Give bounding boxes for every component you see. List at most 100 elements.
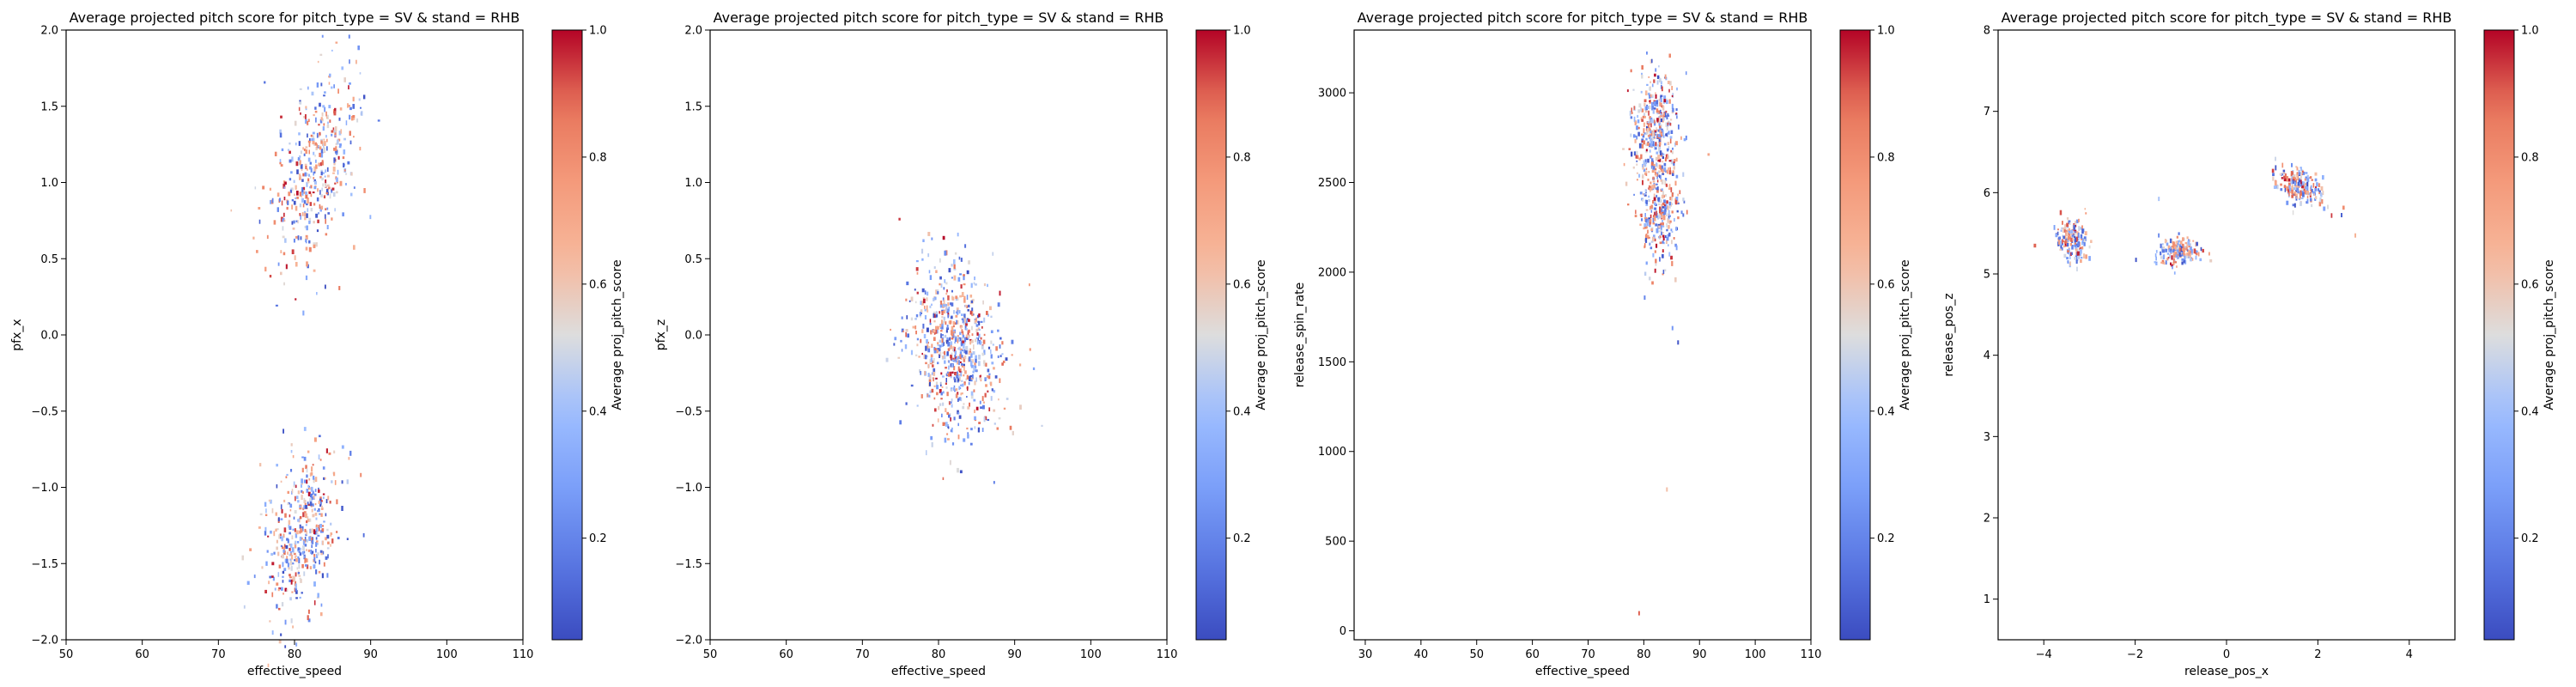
heat-cell	[957, 435, 960, 440]
heat-cell	[1659, 241, 1662, 245]
heat-cell	[2187, 249, 2190, 255]
heat-cell	[2301, 173, 2303, 176]
heat-cell	[326, 174, 330, 178]
heat-cell	[1654, 119, 1656, 124]
heat-cell	[963, 349, 966, 354]
heat-cell	[276, 604, 278, 609]
heat-cell	[2189, 246, 2192, 251]
heat-cell	[954, 252, 957, 255]
heat-cell	[1644, 225, 1647, 229]
heat-cell	[313, 221, 315, 224]
heat-cell	[1001, 362, 1004, 366]
heat-cell	[363, 94, 366, 100]
heat-cell	[939, 324, 942, 328]
heat-cell	[1641, 133, 1643, 136]
heat-cell	[1674, 199, 1678, 205]
heat-cell	[307, 539, 308, 543]
heat-cell	[1648, 195, 1650, 198]
heat-cell	[984, 416, 987, 421]
heat-cell	[1639, 192, 1643, 195]
heat-cell	[1650, 143, 1653, 148]
heat-cell	[1669, 138, 1672, 144]
heat-cell	[978, 329, 981, 331]
heat-cell	[287, 490, 289, 494]
heat-cell	[1654, 201, 1656, 205]
heat-cell	[1656, 210, 1657, 216]
heat-cell	[2295, 166, 2298, 168]
heat-cell	[933, 332, 936, 335]
colorbar	[2483, 29, 2515, 641]
heat-cell	[1643, 140, 1646, 145]
heat-cell	[940, 392, 943, 396]
heat-cell	[305, 165, 307, 170]
heat-cell	[1670, 187, 1673, 192]
heat-cell	[2273, 185, 2276, 189]
heat-cell	[303, 505, 306, 509]
heat-cell	[2166, 252, 2170, 255]
heat-cell	[2294, 191, 2297, 195]
heat-cell	[1647, 158, 1649, 163]
colorbar-tick-label: 0.4	[1877, 405, 1895, 418]
heat-cell	[949, 459, 951, 465]
heat-cell	[2155, 256, 2157, 261]
heat-cell	[307, 491, 311, 496]
heat-cell	[314, 502, 317, 506]
heat-cell	[2190, 243, 2191, 247]
chart-1: Average projected pitch score for pitch_…	[10, 9, 624, 678]
heat-cell	[2171, 246, 2173, 248]
heat-cell	[346, 538, 349, 540]
heat-cell	[2276, 185, 2279, 190]
heat-cell	[1657, 129, 1661, 132]
heat-cell	[1661, 86, 1663, 92]
heat-cell	[2172, 258, 2175, 264]
heat-cell	[313, 172, 314, 176]
heat-cell	[1656, 104, 1659, 107]
heat-cell	[305, 194, 308, 199]
heat-cell	[2188, 250, 2190, 252]
heat-cell	[1660, 150, 1662, 155]
heat-cell	[1663, 199, 1666, 204]
x-axis-label: effective_speed	[891, 665, 986, 678]
heat-cell	[949, 371, 952, 377]
heat-cell	[979, 375, 981, 380]
heat-cell	[966, 319, 968, 324]
heat-cell	[999, 337, 1002, 340]
heat-cell	[301, 186, 303, 192]
heat-cell	[293, 552, 296, 556]
heat-cell	[942, 375, 945, 378]
heat-cell	[1669, 220, 1672, 223]
heat-cell	[264, 526, 267, 532]
heat-cell	[299, 88, 302, 90]
heat-cell	[939, 276, 942, 280]
heat-cell	[915, 314, 919, 318]
heat-cell	[1665, 204, 1668, 210]
heat-cell	[1682, 213, 1685, 217]
heat-cell	[313, 203, 316, 206]
heat-cell	[1654, 171, 1656, 176]
heat-cell	[933, 337, 936, 341]
heat-cell	[1005, 398, 1009, 400]
heat-cell	[919, 312, 921, 316]
heat-cell	[957, 411, 960, 415]
heat-cell	[1662, 220, 1663, 222]
heat-cell	[1644, 271, 1647, 277]
heat-cell	[1675, 197, 1679, 202]
heat-cell	[1662, 119, 1664, 123]
heat-cell	[315, 147, 318, 150]
heat-cell	[963, 344, 965, 349]
heat-cell	[315, 524, 318, 527]
heat-cell	[943, 299, 945, 305]
heat-cell	[1649, 181, 1652, 185]
heat-cell	[283, 212, 285, 217]
heat-cell	[315, 542, 318, 547]
heat-cell	[315, 213, 319, 218]
heat-cell	[249, 548, 252, 551]
heat-cell	[947, 302, 950, 307]
heat-cell	[335, 143, 337, 146]
heat-cell	[1650, 95, 1654, 99]
heat-cell	[1649, 59, 1652, 64]
heat-cell	[1672, 147, 1674, 150]
heat-cell	[323, 123, 325, 126]
heat-cell	[256, 250, 258, 253]
heat-cell	[1665, 170, 1668, 173]
